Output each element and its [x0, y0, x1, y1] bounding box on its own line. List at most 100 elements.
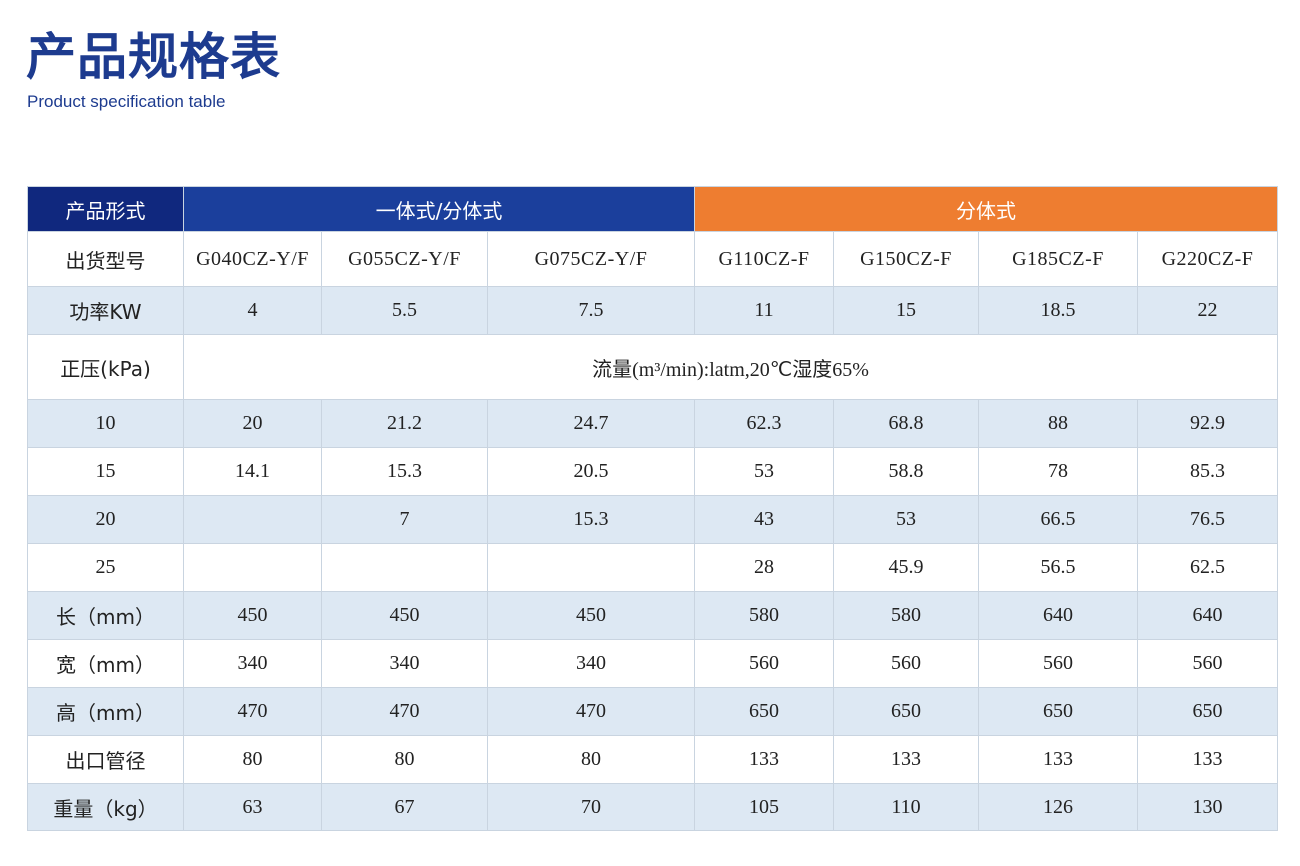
spec-cell: 80: [183, 735, 322, 784]
spec-cell: 650: [833, 687, 980, 736]
spec-cell: 130: [1137, 783, 1279, 831]
flow-cell: 56.5: [978, 543, 1139, 592]
power-cell: 7.5: [486, 286, 696, 335]
spec-cell: 105: [694, 783, 835, 831]
model-cell: G185CZ-F: [978, 231, 1139, 287]
model-cell: G055CZ-Y/F: [321, 231, 488, 287]
spec-cell: 80: [321, 735, 488, 784]
model-cell: G110CZ-F: [694, 231, 835, 287]
spec-row-length: 长（mm） 450 450 450 580 580 640 640: [27, 591, 1279, 640]
spec-cell: 340: [321, 639, 488, 688]
flow-cell: 76.5: [1137, 495, 1279, 544]
pressure-cell: 10: [27, 399, 184, 448]
spec-cell: 560: [978, 639, 1139, 688]
power-cell: 22: [1137, 286, 1279, 335]
flow-cell: 88: [978, 399, 1139, 448]
spec-cell: 450: [321, 591, 488, 640]
flow-cell: 62.5: [1137, 543, 1279, 592]
spec-cell: 67: [321, 783, 488, 831]
spec-label: 长（mm）: [27, 591, 184, 640]
model-label: 出货型号: [27, 231, 184, 287]
flow-cell: 20: [183, 399, 322, 448]
spec-cell: 470: [183, 687, 322, 736]
power-label: 功率KW: [27, 286, 184, 335]
flow-cell: 85.3: [1137, 447, 1279, 496]
spec-cell: 340: [486, 639, 696, 688]
flow-row: 10 20 21.2 24.7 62.3 68.8 88 92.9: [27, 399, 1279, 448]
pressure-label: 正压(kPa): [27, 334, 184, 400]
flow-cell: 45.9: [833, 543, 980, 592]
spec-label: 出口管径: [27, 735, 184, 784]
group-integrated: 一体式/分体式: [182, 186, 696, 232]
flow-cell: 62.3: [694, 399, 835, 448]
power-cell: 11: [694, 286, 835, 335]
spec-cell: 450: [183, 591, 322, 640]
spec-cell: 580: [833, 591, 980, 640]
flow-cell: 92.9: [1137, 399, 1279, 448]
spec-label: 宽（mm）: [27, 639, 184, 688]
flow-row: 25 28 45.9 56.5 62.5: [27, 543, 1279, 592]
spec-cell: 133: [694, 735, 835, 784]
spec-row-outlet: 出口管径 80 80 80 133 133 133 133: [27, 735, 1279, 784]
spec-cell: 560: [694, 639, 835, 688]
power-cell: 18.5: [978, 286, 1139, 335]
spec-cell: 560: [833, 639, 980, 688]
flow-cell: 53: [694, 447, 835, 496]
spec-cell: 133: [1137, 735, 1279, 784]
model-cell: G040CZ-Y/F: [183, 231, 322, 287]
spec-cell: 63: [183, 783, 322, 831]
page-subtitle: Product specification table: [27, 92, 226, 111]
flow-cell: 21.2: [321, 399, 488, 448]
spec-cell: 640: [1137, 591, 1279, 640]
power-cell: 5.5: [321, 286, 488, 335]
spec-cell: 126: [978, 783, 1139, 831]
spec-cell: 650: [694, 687, 835, 736]
spec-cell: 560: [1137, 639, 1279, 688]
flow-cell: 53: [833, 495, 980, 544]
flow-cell: 28: [694, 543, 835, 592]
spec-label: 重量（kg）: [27, 783, 184, 831]
spec-row-width: 宽（mm） 340 340 340 560 560 560 560: [27, 639, 1279, 688]
pressure-cell: 15: [27, 447, 184, 496]
pressure-cell: 25: [27, 543, 184, 592]
model-cell: G150CZ-F: [833, 231, 980, 287]
pressure-cell: 20: [27, 495, 184, 544]
flow-cell: [183, 543, 322, 592]
flow-cell: 20.5: [486, 447, 696, 496]
flow-row: 15 14.1 15.3 20.5 53 58.8 78 85.3: [27, 447, 1279, 496]
flow-cell: 15.3: [486, 495, 696, 544]
spec-cell: 70: [486, 783, 696, 831]
spec-cell: 340: [183, 639, 322, 688]
power-cell: 4: [183, 286, 322, 335]
flow-cell: 14.1: [183, 447, 322, 496]
form-label: 产品形式: [27, 186, 184, 232]
power-cell: 15: [833, 286, 980, 335]
spec-cell: 450: [486, 591, 696, 640]
flow-cell: [321, 543, 488, 592]
spec-row-height: 高（mm） 470 470 470 650 650 650 650: [27, 687, 1279, 736]
flow-note-row: 正压(kPa) 流量(m³/min):latm,20℃湿度65%: [27, 334, 1279, 400]
group-split: 分体式: [694, 186, 1279, 232]
spec-cell: 470: [321, 687, 488, 736]
spec-cell: 80: [486, 735, 696, 784]
page-title: 产品规格表: [26, 28, 281, 86]
flow-cell: [183, 495, 322, 544]
spec-cell: 110: [833, 783, 980, 831]
flow-cell: 78: [978, 447, 1139, 496]
spec-cell: 133: [978, 735, 1139, 784]
flow-cell: 43: [694, 495, 835, 544]
model-row: 出货型号 G040CZ-Y/F G055CZ-Y/F G075CZ-Y/F G1…: [27, 231, 1279, 287]
flow-note: 流量(m³/min):latm,20℃湿度65%: [182, 334, 1279, 400]
model-cell: G220CZ-F: [1137, 231, 1279, 287]
model-cell: G075CZ-Y/F: [486, 231, 696, 287]
spec-row-weight: 重量（kg） 63 67 70 105 110 126 130: [27, 783, 1279, 831]
flow-cell: 68.8: [833, 399, 980, 448]
group-header-row: 产品形式 一体式/分体式 分体式: [27, 186, 1279, 232]
flow-cell: 7: [321, 495, 488, 544]
spec-cell: 133: [833, 735, 980, 784]
flow-cell: 66.5: [978, 495, 1139, 544]
power-row: 功率KW 4 5.5 7.5 11 15 18.5 22: [27, 286, 1279, 335]
spec-cell: 470: [486, 687, 696, 736]
flow-cell: 15.3: [321, 447, 488, 496]
flow-cell: 58.8: [833, 447, 980, 496]
